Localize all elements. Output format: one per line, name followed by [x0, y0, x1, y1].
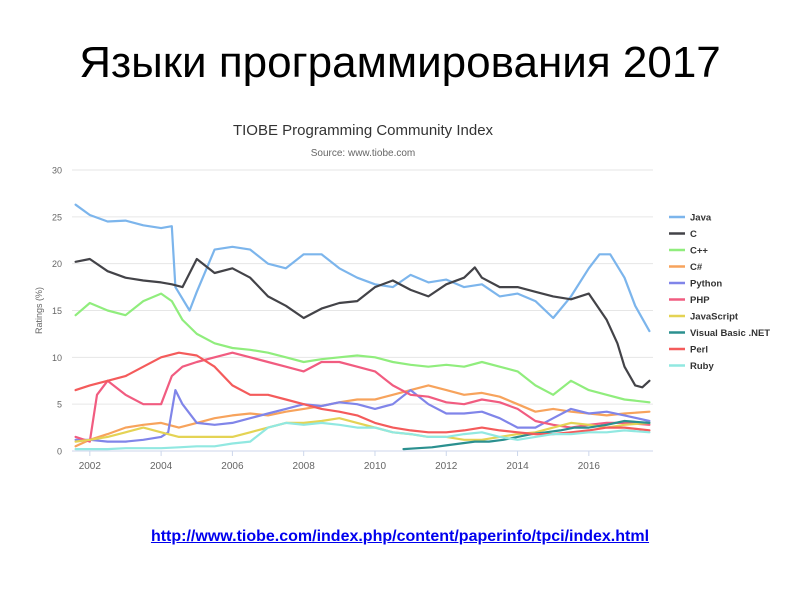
y-tick-label: 30 [52, 166, 62, 176]
series-line-c# [74, 384, 651, 448]
legend-label: Python [690, 279, 722, 290]
legend-label: Perl [690, 345, 708, 356]
x-tick-label: 2002 [79, 461, 102, 472]
source-link[interactable]: http://www.tiobe.com/index.php/content/p… [150, 528, 650, 545]
x-tick-label: 2008 [293, 461, 316, 472]
x-tick-label: 2004 [150, 461, 173, 472]
legend-label: Java [690, 213, 712, 224]
series-line-ruby [74, 421, 651, 451]
chart-title: TIOBE Programming Community Index [233, 122, 494, 139]
legend-label: C [690, 229, 697, 240]
x-tick-label: 2012 [435, 461, 458, 472]
x-tick-label: 2006 [221, 461, 244, 472]
slide-title: Языки программирования 2017 [79, 38, 721, 87]
series-line-c [74, 257, 651, 389]
series-line-php [74, 351, 651, 443]
y-tick-label: 10 [52, 353, 62, 363]
series-line-c++ [74, 292, 651, 404]
series-line-javascript [74, 417, 651, 443]
tiobe-chart-svg: TIOBE Programming Community Index Source:… [34, 122, 770, 472]
y-tick-label: 5 [57, 400, 62, 410]
series-line-visual-basic-net [402, 419, 651, 451]
series-line-java [74, 203, 651, 333]
legend-label: C# [690, 262, 703, 273]
series-line-perl [74, 351, 651, 436]
tiobe-chart: TIOBE Programming Community Index Source:… [28, 110, 778, 480]
x-tick-label: 2010 [364, 461, 387, 472]
y-axis-label: Ratings (%) [34, 287, 44, 334]
y-tick-label: 20 [52, 259, 62, 269]
x-tick-label: 2016 [578, 461, 601, 472]
y-tick-label: 15 [52, 306, 62, 316]
legend-label: Ruby [690, 361, 714, 372]
x-tick-label: 2014 [506, 461, 529, 472]
legend-label: C++ [690, 246, 708, 257]
legend-label: Visual Basic .NET [690, 328, 770, 339]
legend-label: JavaScript [690, 312, 739, 323]
y-tick-label: 25 [52, 212, 62, 222]
legend-label: PHP [690, 295, 710, 306]
chart-subtitle: Source: www.tiobe.com [311, 148, 416, 159]
y-tick-label: 0 [57, 447, 62, 457]
